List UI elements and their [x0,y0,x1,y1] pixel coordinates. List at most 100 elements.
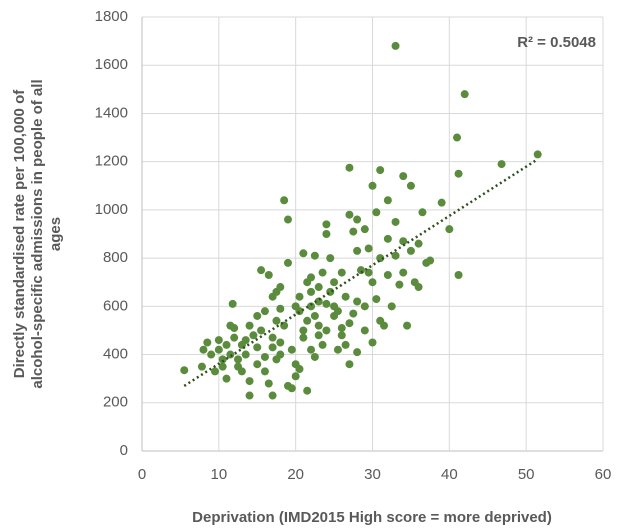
y-tick-label: 1200 [95,153,128,170]
point [295,307,304,316]
point [276,283,285,292]
point [403,321,412,330]
point [437,198,446,207]
point [368,181,377,190]
point [497,160,506,169]
point [199,345,208,354]
y-tick-label: 0 [120,442,128,459]
point [218,362,227,371]
point [253,343,262,352]
point [364,268,373,277]
y-tick-label: 800 [103,249,128,266]
y-axis-title-line: ages [47,217,64,251]
point [245,377,254,386]
point [257,266,266,275]
point [318,268,327,277]
point [241,350,250,359]
point [257,326,266,335]
point [345,163,354,172]
point [226,350,235,359]
point [341,340,350,349]
point [337,324,346,333]
point [214,336,223,345]
point [353,348,362,357]
point [276,338,285,347]
point [264,379,273,388]
y-axis-title-line: alcohol-specific admissions in people of… [29,79,46,388]
point [418,208,427,217]
point [180,366,189,375]
point [399,172,408,181]
point [264,270,273,279]
point [454,270,463,279]
point [230,333,239,342]
x-tick-label: 50 [518,466,535,483]
point [287,384,296,393]
point [399,237,408,246]
point [280,196,289,205]
point [453,133,462,142]
point [197,362,206,371]
point [326,254,335,263]
point [268,333,277,342]
point [234,355,243,364]
x-axis-title: Deprivation (IMD2015 High score = more d… [192,509,552,526]
point [295,292,304,301]
point [283,215,292,224]
point [314,283,323,292]
point [414,239,423,248]
point [307,302,316,311]
point [330,278,339,287]
y-tick-label: 200 [103,394,128,411]
y-tick-label: 1600 [95,56,128,73]
point [345,360,354,369]
point [318,340,327,349]
point [349,227,358,236]
point [299,333,308,342]
point [276,304,285,313]
point [237,367,246,376]
point [260,307,269,316]
point [333,345,342,354]
x-tick-label: 40 [441,466,458,483]
point [253,360,262,369]
y-tick-label: 1400 [95,104,128,121]
point [383,196,392,205]
point [260,352,269,361]
point [222,374,231,383]
point [383,270,392,279]
point [368,338,377,347]
point [276,350,285,359]
point [406,246,415,255]
point [228,299,237,308]
point [218,355,227,364]
y-tick-label: 1800 [95,8,128,25]
point [353,246,362,255]
point [295,365,304,374]
y-tick-label: 600 [103,297,128,314]
x-tick-label: 20 [287,466,304,483]
x-tick-label: 60 [595,466,612,483]
point [210,367,219,376]
point [391,217,400,226]
point [406,181,415,190]
y-axis-title: Directly standardised rate per 100,000 o… [11,79,64,388]
point [395,280,404,289]
point [337,331,346,340]
point [414,283,423,292]
point [303,316,312,325]
x-tick-label: 10 [210,466,227,483]
point [287,345,296,354]
point [372,208,381,217]
point [272,316,281,325]
point [383,234,392,243]
point [322,326,331,335]
point [230,324,239,333]
point [426,256,435,265]
point [307,345,316,354]
point [376,166,385,175]
point [360,326,369,335]
point [349,309,358,318]
y-tick-label: 400 [103,346,128,363]
point [241,336,250,345]
